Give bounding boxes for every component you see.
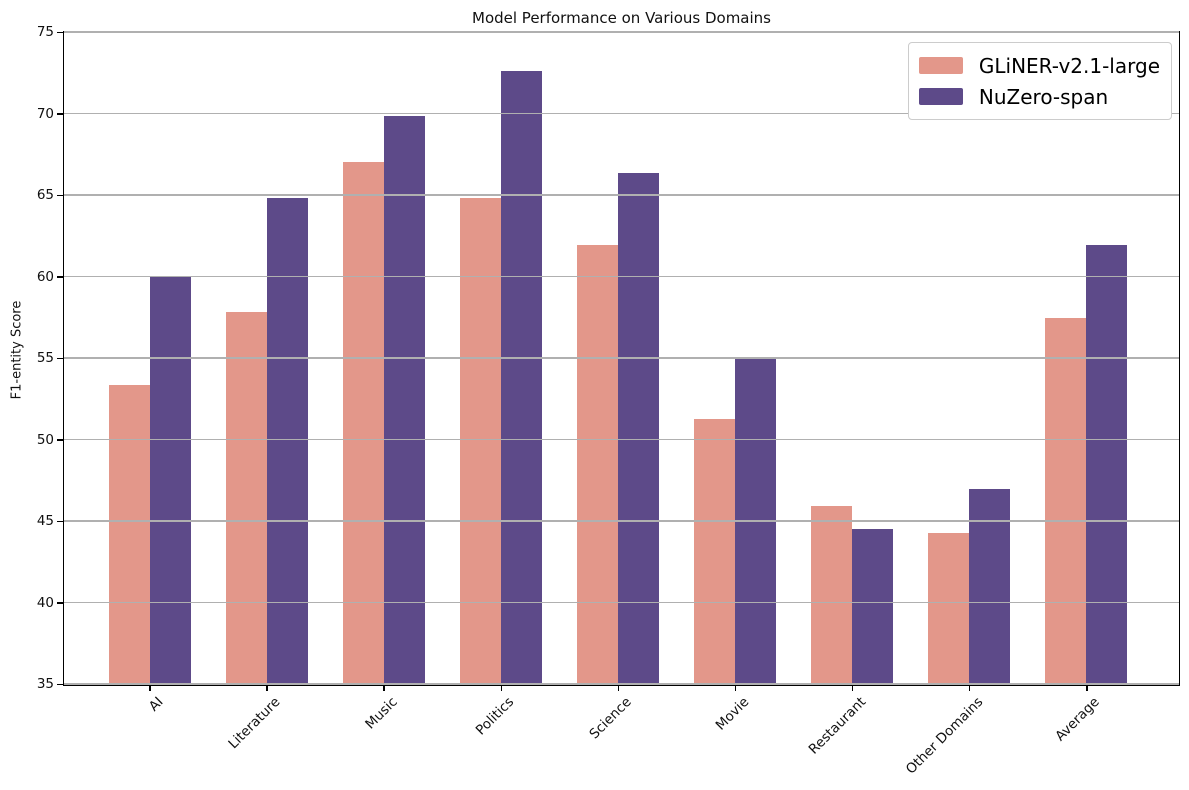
legend-swatch — [918, 57, 963, 74]
legend: GLiNER-v2.1-large NuZero-span — [907, 42, 1172, 120]
y-tick-mark — [56, 683, 63, 686]
y-tick-label: 45 — [36, 513, 54, 529]
x-tick-mark — [266, 686, 268, 691]
y-tick-mark — [56, 520, 63, 523]
y-tick-label: 60 — [36, 268, 54, 285]
gridline — [64, 194, 1179, 196]
x-tick-label: AI — [145, 694, 167, 715]
bar — [928, 533, 970, 685]
y-tick-label: 55 — [36, 350, 54, 366]
x-tick-mark — [149, 686, 151, 691]
bar — [852, 528, 894, 685]
y-tick-label: 65 — [36, 187, 54, 203]
y-tick-mark — [56, 439, 63, 441]
bar — [149, 275, 191, 685]
legend-swatch — [918, 88, 963, 105]
gridline — [64, 520, 1179, 522]
bar — [383, 116, 425, 685]
bar — [617, 173, 659, 685]
y-tick-label: 40 — [36, 594, 54, 611]
chart-title: Model Performance on Various Domains — [472, 9, 771, 27]
bar — [108, 385, 150, 685]
bar — [266, 197, 308, 685]
y-tick-label: 75 — [36, 24, 54, 40]
gridline — [64, 112, 1179, 115]
legend-row: NuZero-span — [918, 81, 1160, 112]
gridline — [64, 438, 1179, 441]
x-tick-label: Restaurant — [805, 694, 869, 758]
gridline — [64, 357, 1179, 359]
gridline — [64, 683, 1179, 685]
bar — [1045, 318, 1087, 685]
bar — [811, 505, 853, 685]
x-tick-mark — [968, 686, 971, 691]
bar — [1086, 244, 1128, 685]
legend-label: NuZero-span — [978, 84, 1109, 109]
y-tick-mark — [56, 31, 63, 34]
x-tick-mark — [383, 686, 385, 691]
y-tick-mark — [56, 194, 63, 197]
x-tick-mark — [851, 686, 854, 691]
x-tick-label: Movie — [712, 694, 752, 734]
y-tick-mark — [56, 113, 63, 115]
bar — [969, 489, 1011, 685]
bar — [500, 70, 542, 685]
legend-row: GLiNER-v2.1-large — [918, 50, 1160, 81]
x-tick-mark — [500, 686, 503, 691]
bar — [342, 161, 384, 685]
y-tick-mark — [56, 602, 63, 604]
y-tick-label: 70 — [36, 105, 54, 122]
bar — [459, 197, 501, 685]
y-tick-mark — [56, 357, 63, 360]
x-tick-mark — [734, 686, 737, 691]
legend-label: GLiNER-v2.1-large — [978, 53, 1160, 78]
x-tick-label: Science — [586, 694, 635, 743]
y-tick-mark — [56, 276, 63, 278]
x-tick-label: Music — [362, 694, 401, 733]
bar — [694, 419, 735, 685]
bar — [225, 311, 267, 685]
gridline — [64, 275, 1179, 278]
x-tick-label: Average — [1052, 694, 1104, 745]
y-tick-label: 35 — [36, 676, 54, 692]
y-tick-label: 50 — [36, 431, 54, 448]
gridline — [64, 31, 1179, 33]
x-tick-label: Literature — [225, 694, 284, 753]
bar — [576, 244, 618, 685]
gridline — [64, 601, 1179, 604]
x-tick-mark — [617, 686, 620, 691]
x-tick-label: Other Domains — [902, 694, 987, 778]
plot-area: GLiNER-v2.1-large NuZero-span — [63, 31, 1180, 686]
x-tick-label: Politics — [473, 694, 518, 739]
x-tick-mark — [1086, 686, 1088, 691]
